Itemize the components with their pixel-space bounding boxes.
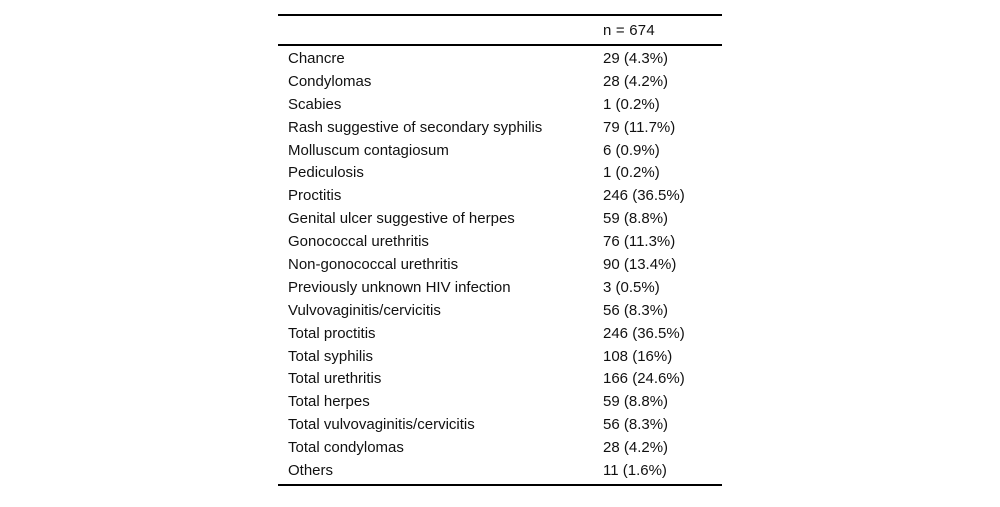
diagnosis-value: 246 (36.5%) bbox=[603, 324, 685, 342]
diagnosis-label: Pediculosis bbox=[288, 164, 364, 182]
diagnosis-label: Previously unknown HIV infection bbox=[288, 278, 511, 296]
table-row: Condylomas 28 (4.2%) bbox=[278, 70, 722, 93]
table-row: Chancre 29 (4.3%) bbox=[278, 47, 722, 70]
diagnosis-value: 28 (4.2%) bbox=[603, 439, 669, 457]
table-row: Total condylomas 28 (4.2%) bbox=[278, 436, 722, 459]
table-row: Total urethritis 166 (24.6%) bbox=[278, 367, 722, 390]
diagnosis-value: 108 (16%) bbox=[603, 347, 673, 365]
table-row: Total vulvovaginitis/cervicitis 56 (8.3%) bbox=[278, 413, 722, 436]
diagnosis-value: 6 (0.9%) bbox=[603, 141, 660, 159]
diagnosis-label: Proctitis bbox=[288, 187, 342, 205]
diagnosis-label: Total proctitis bbox=[288, 324, 376, 342]
diagnosis-label: Scabies bbox=[288, 95, 342, 113]
diagnosis-label: Total herpes bbox=[288, 393, 370, 411]
table-row: Total proctitis 246 (36.5%) bbox=[278, 322, 722, 345]
table-body: Chancre 29 (4.3%) Condylomas 28 (4.2%) Scabi… bbox=[278, 46, 722, 484]
table-row: Non-gonococcal urethritis 90 (13.4%) bbox=[278, 253, 722, 276]
diagnosis-value: 1 (0.2%) bbox=[603, 164, 660, 182]
diagnosis-label: Vulvovaginitis/cervicitis bbox=[288, 301, 441, 319]
diagnosis-label: Molluscum contagiosum bbox=[288, 141, 449, 159]
diagnosis-value: 11 (1.6%) bbox=[603, 461, 667, 479]
table-row: Rash suggestive of secondary syphilis 79 … bbox=[278, 116, 722, 139]
diagnosis-value: 90 (13.4%) bbox=[603, 255, 677, 273]
diagnosis-value: 59 (8.8%) bbox=[603, 210, 669, 228]
column-header-n: n = 674 bbox=[603, 21, 655, 39]
diagnosis-label: Total urethritis bbox=[288, 370, 382, 388]
table-row: Previously unknown HIV infection 3 (0.5%) bbox=[278, 276, 722, 299]
table-header-row: n = 674 bbox=[278, 16, 722, 46]
diagnosis-label: Non-gonococcal urethritis bbox=[288, 255, 459, 273]
table-row: Proctitis 246 (36.5%) bbox=[278, 184, 722, 207]
diagnosis-label: Others bbox=[288, 461, 334, 479]
diagnosis-value: 56 (8.3%) bbox=[603, 416, 669, 434]
diagnosis-label: Genital ulcer suggestive of herpes bbox=[288, 210, 515, 228]
table-row: Total herpes 59 (8.8%) bbox=[278, 390, 722, 413]
diagnosis-value: 76 (11.3%) bbox=[603, 233, 676, 251]
diagnosis-value: 166 (24.6%) bbox=[603, 370, 685, 388]
diagnosis-value: 79 (11.7%) bbox=[603, 118, 676, 136]
table-row: Others 11 (1.6%) bbox=[278, 459, 722, 482]
diagnosis-value: 29 (4.3%) bbox=[603, 49, 669, 67]
diagnosis-value: 59 (8.8%) bbox=[603, 393, 669, 411]
diagnosis-label: Total condylomas bbox=[288, 439, 404, 457]
diagnosis-value: 56 (8.3%) bbox=[603, 301, 669, 319]
diagnosis-value: 1 (0.2%) bbox=[603, 95, 660, 113]
diagnosis-label: Chancre bbox=[288, 49, 345, 67]
diagnosis-value: 28 (4.2%) bbox=[603, 72, 669, 90]
table-row: Vulvovaginitis/cervicitis 56 (8.3%) bbox=[278, 299, 722, 322]
table-row: Scabies 1 (0.2%) bbox=[278, 93, 722, 116]
diagnosis-label: Total syphilis bbox=[288, 347, 374, 365]
table-row: Genital ulcer suggestive of herpes 59 (8.… bbox=[278, 207, 722, 230]
table-row: Molluscum contagiosum 6 (0.9%) bbox=[278, 139, 722, 162]
diagnosis-label: Total vulvovaginitis/cervicitis bbox=[288, 416, 475, 434]
diagnosis-label: Rash suggestive of secondary syphilis bbox=[288, 118, 543, 136]
diagnosis-label: Condylomas bbox=[288, 72, 372, 90]
table-row: Gonococcal urethritis 76 (11.3%) bbox=[278, 230, 722, 253]
diagnoses-table: n = 674 Chancre 29 (4.3%) Condylomas 28 (4.… bbox=[278, 14, 722, 486]
table-row: Total syphilis 108 (16%) bbox=[278, 345, 722, 368]
diagnosis-label: Gonococcal urethritis bbox=[288, 233, 429, 251]
table-row: Pediculosis 1 (0.2%) bbox=[278, 161, 722, 184]
diagnosis-value: 246 (36.5%) bbox=[603, 187, 685, 205]
diagnosis-value: 3 (0.5%) bbox=[603, 278, 660, 296]
